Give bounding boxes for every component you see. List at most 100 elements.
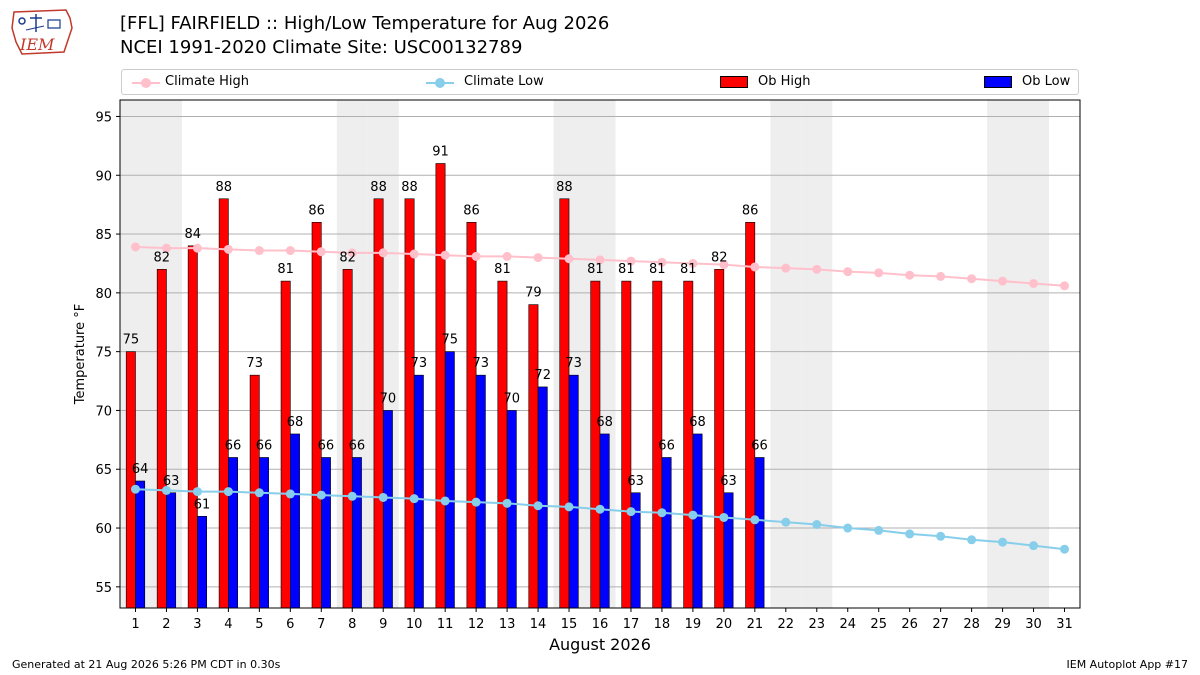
climate-low-point <box>905 529 915 539</box>
x-tick-label: 17 <box>623 617 640 632</box>
ob-low-bar <box>568 374 579 609</box>
y-tick-label: 80 <box>95 287 112 302</box>
ob-high-bar <box>528 304 539 609</box>
ob-high-value-label: 82 <box>711 250 728 265</box>
x-tick-label: 30 <box>1025 617 1042 632</box>
climate-low-point <box>750 515 760 525</box>
ob-high-value-label: 86 <box>463 203 480 218</box>
ob-high-value-label: 88 <box>401 180 418 195</box>
ob-low-value-label: 73 <box>411 356 428 371</box>
climate-high-point <box>781 263 791 273</box>
ob-low-bar <box>723 492 734 609</box>
ob-low-value-label: 73 <box>565 356 582 371</box>
ob-low-bar <box>228 457 238 609</box>
climate-high-point <box>192 243 202 253</box>
generated-timestamp: Generated at 21 Aug 2026 5:26 PM CDT in … <box>12 658 281 671</box>
ob-low-bar <box>444 351 455 609</box>
ob-low-value-label: 70 <box>380 391 397 406</box>
ob-low-bar <box>320 457 331 609</box>
ob-low-bar <box>351 457 362 609</box>
climate-high-point <box>378 248 388 258</box>
legend-climate-high: Climate High <box>165 74 250 89</box>
climate-high-point <box>409 249 419 259</box>
climate-high-legend-marker <box>141 78 151 88</box>
climate-low-point <box>688 510 698 520</box>
climate-low-point <box>130 484 140 494</box>
x-tick-label: 1 <box>131 617 139 632</box>
ob-high-value-label: 88 <box>215 180 232 195</box>
climate-low-point <box>781 517 791 527</box>
climate-low-point <box>1029 541 1039 551</box>
app-credit: IEM Autoplot App #17 <box>1066 658 1189 671</box>
ob-high-value-label: 81 <box>494 262 511 277</box>
x-tick-label: 5 <box>255 617 263 632</box>
ob-high-bar <box>218 198 229 609</box>
ob-low-bar <box>692 433 703 609</box>
x-tick-label: 25 <box>870 617 887 632</box>
ob-low-value-label: 64 <box>132 462 149 477</box>
climate-high-point <box>998 276 1008 286</box>
ob-low-value-label: 61 <box>194 497 211 512</box>
x-tick-label: 7 <box>317 617 325 632</box>
x-tick-label: 21 <box>747 617 764 632</box>
ob-low-value-label: 66 <box>225 438 242 453</box>
ob-high-bar <box>435 163 446 609</box>
ob-low-bar <box>506 410 517 609</box>
y-tick-label: 55 <box>95 581 112 596</box>
chart-subtitle: NCEI 1991-2020 Climate Site: USC00132789 <box>120 37 523 58</box>
ob-high-bar <box>125 351 136 609</box>
x-tick-label: 26 <box>901 617 918 632</box>
legend-climate-low: Climate Low <box>464 74 544 89</box>
weekend-shade <box>1018 100 1050 608</box>
ob-low-legend-swatch <box>984 76 1012 88</box>
climate-high-point <box>316 247 326 257</box>
y-tick-label: 85 <box>95 228 112 243</box>
climate-high-point <box>471 251 481 261</box>
x-tick-label: 14 <box>530 617 547 632</box>
ob-low-value-label: 63 <box>627 474 644 489</box>
climate-high-point <box>905 270 915 280</box>
ob-high-value-label: 81 <box>277 262 294 277</box>
ob-low-bar <box>135 480 146 609</box>
ob-high-value-label: 75 <box>123 333 140 348</box>
ob-high-value-label: 81 <box>649 262 666 277</box>
climate-low-point <box>1060 544 1070 554</box>
climate-high-point <box>812 264 822 274</box>
ob-high-bar <box>156 269 167 609</box>
x-tick-label: 12 <box>468 617 485 632</box>
ob-low-value-label: 63 <box>163 474 180 489</box>
climate-high-point <box>967 274 977 284</box>
ob-high-value-label: 91 <box>432 145 449 160</box>
climate-high-point <box>719 260 729 270</box>
ob-low-value-label: 73 <box>473 356 490 371</box>
climate-high-point <box>347 248 357 258</box>
climate-high-point <box>502 251 512 261</box>
climate-high-point <box>936 271 946 281</box>
climate-low-point <box>254 488 264 498</box>
x-tick-label: 16 <box>592 617 609 632</box>
climate-low-point <box>502 498 512 508</box>
ob-low-value-label: 66 <box>751 438 768 453</box>
x-tick-label: 24 <box>839 617 856 632</box>
x-tick-label: 13 <box>499 617 516 632</box>
ob-low-bar <box>290 433 300 609</box>
ob-high-value-label: 86 <box>308 203 325 218</box>
climate-low-point <box>192 487 202 497</box>
ob-high-bar <box>714 269 725 609</box>
ob-high-value-label: 79 <box>525 286 542 301</box>
ob-high-bar <box>466 221 477 609</box>
ob-low-value-label: 70 <box>503 391 520 406</box>
y-tick-label: 75 <box>95 346 112 361</box>
ob-high-value-label: 81 <box>680 262 697 277</box>
y-tick-label: 95 <box>95 110 112 125</box>
x-tick-label: 31 <box>1056 617 1073 632</box>
ob-low-bar <box>259 457 269 609</box>
y-tick-label: 60 <box>95 522 112 537</box>
climate-high-point <box>223 244 233 254</box>
x-tick-label: 27 <box>932 617 949 632</box>
x-tick-label: 20 <box>716 617 733 632</box>
logo-text: IEM <box>19 35 55 54</box>
ob-high-bar <box>497 280 508 609</box>
ob-high-bar <box>590 280 601 609</box>
climate-low-point <box>223 487 233 497</box>
